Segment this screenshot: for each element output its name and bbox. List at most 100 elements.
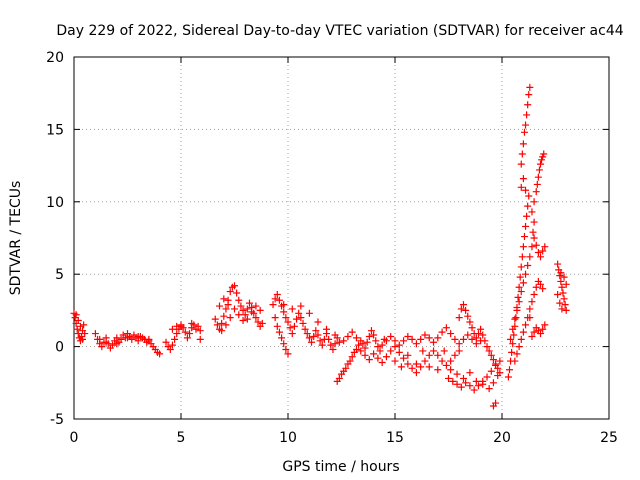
data-point [517,288,525,296]
data-point [252,302,260,310]
data-point [440,347,448,355]
data-point [464,331,472,339]
data-point [275,328,283,336]
data-point [519,175,527,183]
data-point [269,301,277,309]
data-point [516,273,524,281]
data-point [520,128,528,136]
data-point [335,338,343,346]
data-point [327,341,335,349]
data-point [537,253,545,261]
data-point [395,348,403,356]
data-point [391,337,399,345]
data-point [284,350,292,358]
data-point [344,332,352,340]
data-point [541,321,549,329]
data-point [273,290,281,298]
data-point [128,335,136,343]
data-point [102,338,110,346]
data-point [496,369,504,377]
data-point [314,318,322,326]
data-point [532,283,540,291]
data-point [318,341,326,349]
data-point [194,322,202,330]
data-point [507,335,515,343]
data-point [459,301,467,309]
data-point [530,328,538,336]
data-point [539,325,547,333]
data-point [489,356,497,364]
data-point [557,277,565,285]
data-point [231,305,238,313]
data-point [404,332,412,340]
data-point [455,347,463,355]
data-point [98,343,106,351]
data-point [305,334,313,342]
data-point [524,262,532,270]
data-point [376,347,384,355]
data-point [310,332,318,340]
data-point [457,383,465,391]
data-point [455,340,463,348]
data-point [72,311,80,319]
data-point [518,253,526,261]
data-point [378,341,386,349]
data-point [273,322,281,330]
data-point [434,366,442,374]
data-point [245,299,253,307]
data-point [526,305,534,313]
data-point [346,357,354,365]
data-point [457,305,465,313]
data-point [357,347,365,355]
data-point [434,351,442,359]
data-point [517,335,525,343]
data-point [173,330,181,338]
data-point [529,228,537,236]
data-point [530,234,538,242]
data-point [417,363,425,371]
y-tick-label: 15 [46,122,64,138]
data-point [522,222,530,230]
data-point [382,353,390,361]
data-point [455,314,463,322]
data-point [481,337,489,345]
data-point [479,331,487,339]
data-point [487,367,495,375]
data-point [312,327,320,335]
data-point [515,343,523,351]
data-point [483,373,491,381]
data-point [241,311,249,319]
data-point [447,330,455,338]
data-point [557,269,565,277]
data-point [213,321,221,329]
data-point [397,363,405,371]
data-point [218,327,226,335]
data-point [404,351,412,359]
data-point [134,332,142,340]
data-point [239,317,247,325]
data-point [113,340,121,348]
data-point [519,279,527,287]
data-point [540,150,548,158]
data-point [254,318,262,326]
data-point [79,335,87,343]
data-point [526,253,534,261]
data-point [515,298,523,306]
data-point [171,335,179,343]
data-point [288,305,296,313]
data-point [451,335,459,343]
data-point [445,374,452,382]
data-point [492,399,500,407]
grid [74,57,609,419]
data-point [537,330,545,338]
y-axis-label: SDTVAR / TECUs [8,181,24,296]
data-point [378,359,386,367]
data-point [517,160,525,168]
data-point [511,357,519,365]
data-point [387,347,395,355]
data-point [519,140,527,148]
data-point [248,308,256,316]
data-point [505,366,513,374]
data-point [462,306,470,314]
